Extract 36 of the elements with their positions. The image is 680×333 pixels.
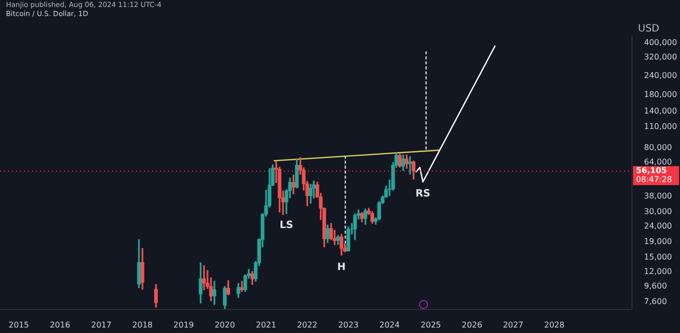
y-tick-label: 240,000 xyxy=(644,71,678,80)
y-tick-label: 400,000 xyxy=(644,38,678,47)
y-tick-label: 64,000 xyxy=(644,158,672,167)
x-tick-label: 2022 xyxy=(297,320,318,330)
x-tick-label: 2021 xyxy=(256,320,276,330)
y-tick-label: 9,600 xyxy=(644,282,667,291)
x-tick-label: 2017 xyxy=(91,320,112,330)
x-tick-label: 2024 xyxy=(379,320,400,330)
x-tick-label: 2025 xyxy=(420,320,441,330)
y-tick-label: 12,000 xyxy=(644,266,672,276)
x-tick-label: 2026 xyxy=(462,320,482,330)
x-tick-label: 2019 xyxy=(173,320,194,330)
y-axis-title: USD xyxy=(638,24,660,35)
annotation: H xyxy=(337,262,346,273)
annotation: LS xyxy=(280,220,294,232)
y-tick-label: 19,000 xyxy=(644,236,672,246)
x-tick-label: 2027 xyxy=(502,320,524,330)
y-tick-label: 38,000 xyxy=(644,192,672,201)
y-tick-label: 140,000 xyxy=(644,106,678,116)
x-tick-label: 2016 xyxy=(50,320,70,330)
ref-line-label: 56,105 xyxy=(636,166,668,176)
y-tick-label: 110,000 xyxy=(644,122,678,132)
x-tick-label: 2015 xyxy=(8,320,30,330)
y-tick-label: 7,600 xyxy=(644,296,667,306)
x-tick-label: 2028 xyxy=(544,320,564,330)
y-tick-label: 320,000 xyxy=(644,52,678,62)
x-tick-label: 2023 xyxy=(338,320,359,330)
text: 08:47:28 xyxy=(636,175,672,184)
x-tick-label: 2018 xyxy=(132,320,153,330)
x-tick-label: 2020 xyxy=(214,320,235,330)
y-tick-label: 180,000 xyxy=(644,90,678,99)
annotation: RS xyxy=(415,188,430,200)
y-tick-label: 24,000 xyxy=(644,222,672,231)
y-tick-label: 30,000 xyxy=(644,207,672,216)
y-tick-label: 80,000 xyxy=(644,142,672,152)
y-tick-label: 15,000 xyxy=(644,252,672,262)
